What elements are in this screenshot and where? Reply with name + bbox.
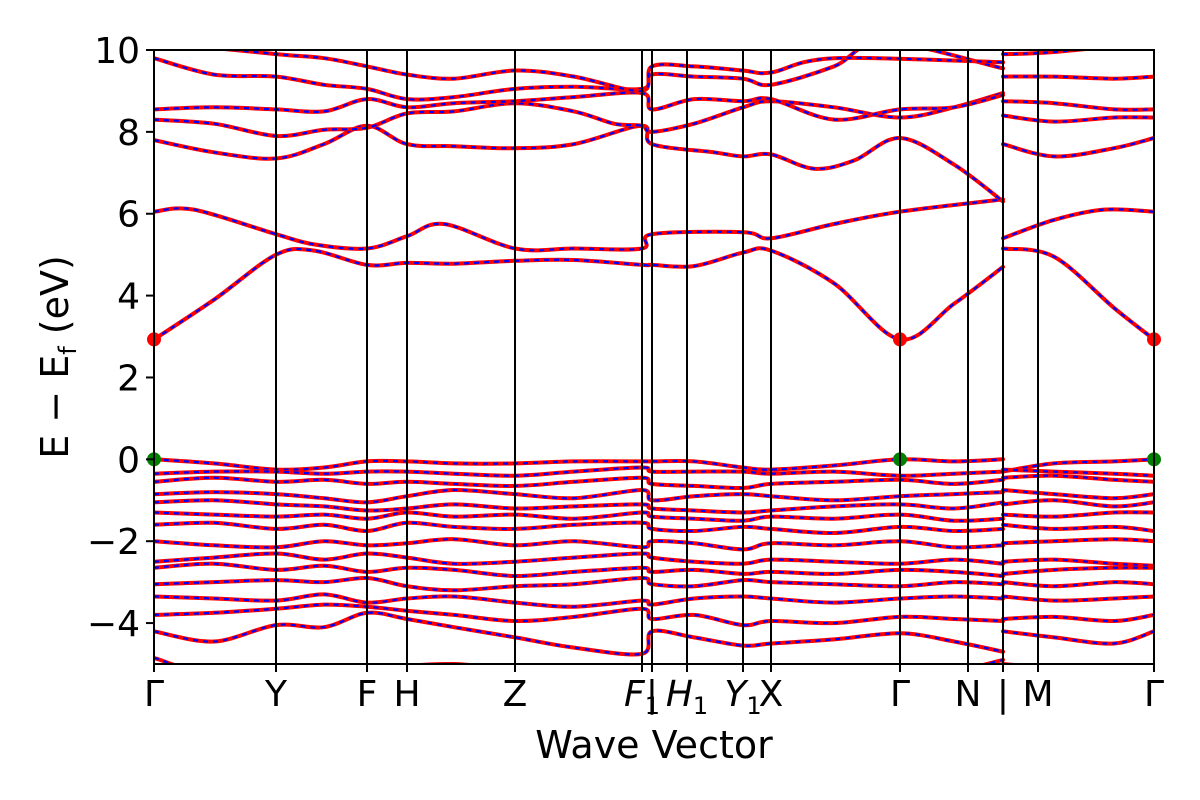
x-tick-label-6: | xyxy=(646,674,658,715)
x-tick-label-4: Z xyxy=(503,674,528,715)
y-tick-label-0: −4 xyxy=(87,604,140,645)
band-line-overlay-10 xyxy=(154,488,1004,504)
x-tick-label-0: Γ xyxy=(144,674,164,715)
band-line-overlay-1 xyxy=(1002,208,1154,240)
band-line-overlay-14 xyxy=(154,538,1004,551)
y-axis-label: E − Ef (eV) xyxy=(33,255,82,459)
band-line-overlay-2 xyxy=(1002,136,1154,158)
y-tick-label-3: 2 xyxy=(117,358,140,399)
band-line-12 xyxy=(154,510,1005,523)
x-axis-label: Wave Vector xyxy=(535,723,773,767)
band-line-overlay-18 xyxy=(1002,595,1154,602)
band-line-11 xyxy=(154,498,1005,515)
band-line-overlay-7 xyxy=(1002,458,1154,473)
band-line-overlay-4 xyxy=(1002,100,1154,111)
band-line-2 xyxy=(1001,136,1154,159)
band-line-18 xyxy=(154,592,1005,609)
band-line-9 xyxy=(154,475,1005,491)
band-line-6 xyxy=(1001,50,1096,57)
band-line-17 xyxy=(154,575,1005,593)
band-line-overlay-20 xyxy=(1002,630,1154,645)
band-line-4 xyxy=(154,90,1005,122)
x-tick-label-1: Y xyxy=(264,674,288,715)
band-line-overlay-3 xyxy=(1002,114,1154,123)
band-line-overlay-16 xyxy=(154,562,1004,578)
band-line-1 xyxy=(1001,207,1154,241)
band-lines xyxy=(154,50,1154,664)
band-line-overlay-9 xyxy=(154,476,1004,490)
band-line-overlay-3 xyxy=(154,91,1004,138)
band-line-overlay-0 xyxy=(1002,247,1154,341)
band-line-overlay-12 xyxy=(1002,511,1154,518)
x-tick-label-14: Γ xyxy=(1144,674,1164,715)
plot-frame xyxy=(153,49,1155,665)
kpath-vertical-lines xyxy=(275,50,1039,664)
band-line-overlay-6 xyxy=(223,50,1004,93)
band-line-overlay-15 xyxy=(154,552,1004,565)
band-line-overlay-13 xyxy=(1002,523,1154,533)
x-tick-label-2: F xyxy=(357,674,378,715)
band-line-overlay-17 xyxy=(1002,580,1154,588)
band-line-overlay-9 xyxy=(1002,474,1154,483)
band-line-overlay-21 xyxy=(1003,662,1015,664)
band-line-21 xyxy=(1001,662,1025,664)
band-line-overlay-21 xyxy=(154,656,1004,664)
x-tick-label-9: X xyxy=(759,674,784,715)
y-axis-label-main: E − E xyxy=(33,355,77,459)
y-tick-label-5: 6 xyxy=(117,195,140,236)
band-line-overlay-16 xyxy=(1002,566,1154,575)
y-tick-label-6: 8 xyxy=(117,113,140,154)
band-line-21 xyxy=(154,655,1005,664)
band-line-overlay-6 xyxy=(1002,50,1087,56)
y-axis-label-unit: (eV) xyxy=(33,255,77,346)
band-line-0 xyxy=(1001,246,1154,342)
band-line-overlay-10 xyxy=(1002,488,1154,500)
band-line-1 xyxy=(154,197,1005,253)
band-line-overlay-11 xyxy=(154,499,1004,514)
band-line-overlay-12 xyxy=(154,511,1004,522)
band-line-10 xyxy=(154,487,1005,505)
band-line-13 xyxy=(154,520,1005,536)
x-tick-label-3: H xyxy=(393,674,420,715)
x-axis-ticks: Γ Y F H Z F1| H1 Y1X Γ N | M Γ xyxy=(144,664,1164,720)
band-line-5 xyxy=(154,50,1005,102)
band-line-overlay-19 xyxy=(154,603,1004,627)
band-line-overlay-1 xyxy=(154,198,1004,252)
band-line-overlay-0 xyxy=(154,247,1004,341)
x-tick-label-13: M xyxy=(1022,674,1053,715)
y-tick-label-2: 0 xyxy=(117,440,140,481)
y-tick-label-7: 10 xyxy=(94,31,140,72)
y-tick-label-1: −2 xyxy=(87,522,140,563)
band-line-overlay-15 xyxy=(1002,558,1154,567)
x-tick-label-10: Γ xyxy=(890,674,910,715)
band-line-overlay-14 xyxy=(1002,538,1154,545)
y-axis-label-subscript: f xyxy=(54,346,82,355)
band-line-overlay-7 xyxy=(154,458,1004,471)
band-line-overlay-5 xyxy=(1002,75,1154,80)
x-tick-label-12: | xyxy=(997,674,1009,715)
band-line-overlay-19 xyxy=(1002,613,1154,623)
band-line-14 xyxy=(154,537,1005,552)
band-line-overlay-8 xyxy=(1002,468,1154,477)
x-tick-label-11: N xyxy=(955,674,982,715)
y-tick-label-4: 4 xyxy=(117,277,140,318)
band-line-15 xyxy=(154,551,1005,566)
x-tick-label-8: Y1 xyxy=(724,674,761,720)
band-line-20 xyxy=(154,610,1005,657)
band-line-overlay-11 xyxy=(1002,499,1154,508)
band-line-overlay-17 xyxy=(154,576,1004,592)
x-tick-label-7: H1 xyxy=(666,674,708,720)
y-axis-ticks: −4 −2 0 2 4 6 8 10 xyxy=(87,31,154,645)
x-tick-label-5: F1 xyxy=(624,674,660,720)
band-line-16 xyxy=(154,561,1005,579)
band-line-overlay-13 xyxy=(154,521,1004,535)
band-line-overlay-8 xyxy=(154,466,1004,477)
extrema-markers xyxy=(147,332,1161,467)
band-line-overlay-18 xyxy=(154,593,1004,608)
band-line-0 xyxy=(154,246,1005,342)
